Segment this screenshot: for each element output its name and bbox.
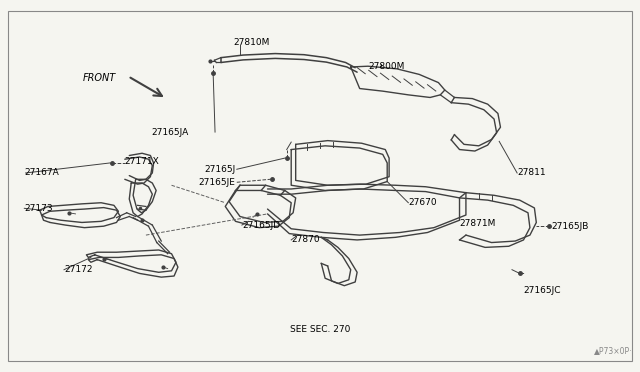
Text: 27670: 27670 <box>408 198 437 207</box>
Text: 27167A: 27167A <box>24 169 59 177</box>
Text: 27172: 27172 <box>64 265 93 274</box>
Text: ▲P73×0P·: ▲P73×0P· <box>594 346 632 355</box>
Text: 27165JC: 27165JC <box>524 286 561 295</box>
Text: 27870: 27870 <box>291 235 320 244</box>
Text: 27165JD: 27165JD <box>242 221 280 230</box>
Text: 27165JA: 27165JA <box>152 128 189 137</box>
Text: 27871M: 27871M <box>460 219 496 228</box>
Text: 27800M: 27800M <box>368 62 404 71</box>
Text: 27165JE: 27165JE <box>198 178 236 187</box>
Text: 27171X: 27171X <box>125 157 159 166</box>
Text: SEE SEC. 270: SEE SEC. 270 <box>290 325 350 334</box>
Text: 27165JB: 27165JB <box>552 222 589 231</box>
Text: FRONT: FRONT <box>83 73 116 83</box>
Text: 27811: 27811 <box>517 169 546 177</box>
Text: 27810M: 27810M <box>234 38 270 47</box>
Text: 27173: 27173 <box>24 204 53 213</box>
Text: 27165J: 27165J <box>204 165 236 174</box>
